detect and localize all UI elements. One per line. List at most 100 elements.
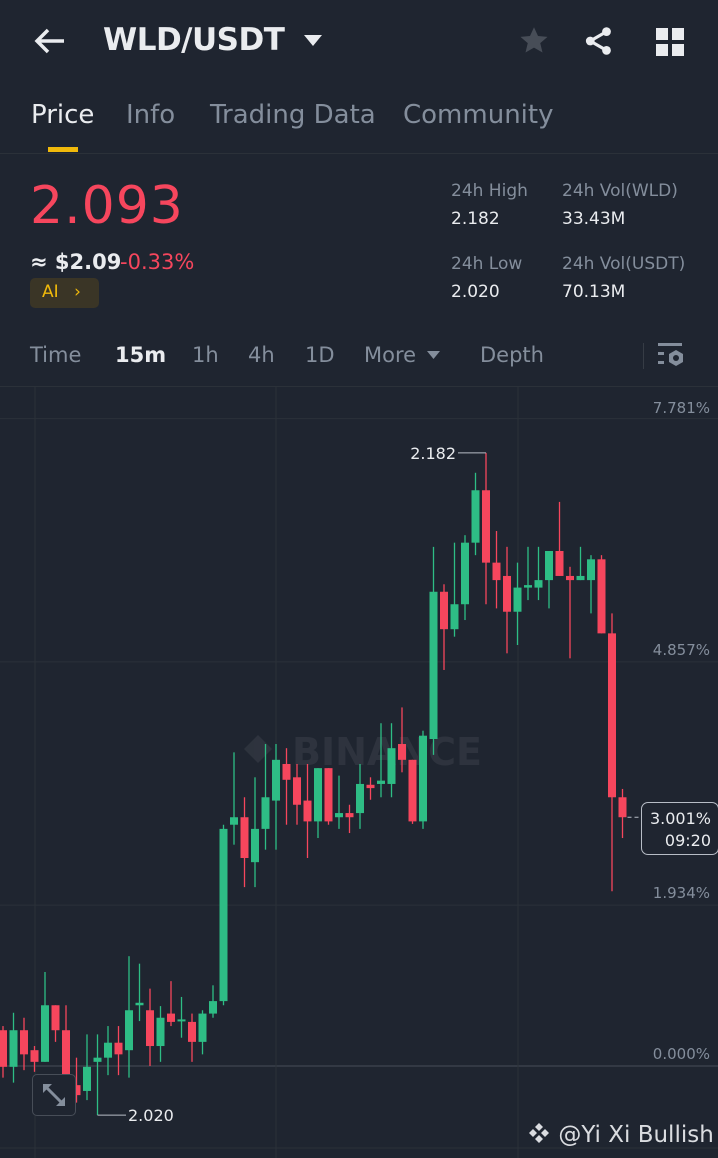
- active-tab-indicator: [48, 147, 78, 152]
- candle-up: [450, 604, 459, 630]
- high-value: 2.182: [451, 209, 500, 229]
- candle-up: [230, 817, 238, 825]
- candle-down: [566, 575, 574, 581]
- candle-up: [429, 591, 438, 740]
- vol-base-value: 33.43M: [562, 209, 626, 229]
- candle-up: [251, 828, 259, 863]
- candle-up: [576, 575, 585, 581]
- candle-up: [9, 1030, 18, 1067]
- low-value: 2.020: [451, 282, 500, 302]
- candle-up: [314, 768, 322, 822]
- candle-up: [471, 490, 480, 543]
- interval-4h[interactable]: 4h: [248, 343, 275, 367]
- candle-up: [335, 813, 343, 818]
- credit-watermark: @Yi Xi Bullish: [527, 1121, 714, 1148]
- interval-1d[interactable]: 1D: [305, 343, 335, 367]
- tab-info[interactable]: Info: [126, 100, 176, 130]
- y-tick-label: 1.934%: [652, 884, 710, 902]
- candle-down: [408, 759, 417, 822]
- candle-up: [93, 1057, 102, 1062]
- candle-down: [240, 817, 249, 858]
- low-label: 24h Low: [451, 254, 523, 274]
- candlestick-chart[interactable]: BINANCE 2.182 2.020: [0, 387, 718, 1158]
- candle-up: [177, 1019, 186, 1022]
- y-tick-label: 4.857%: [652, 641, 710, 659]
- candle-down: [597, 559, 606, 634]
- depth-tab[interactable]: Depth: [480, 343, 544, 367]
- caret-down-icon[interactable]: [304, 35, 322, 47]
- last-price-pct: 3.001%: [649, 809, 711, 828]
- caret-down-icon[interactable]: [427, 351, 440, 360]
- candle-down: [20, 1030, 28, 1055]
- candle-down: [440, 591, 448, 630]
- candle-up: [545, 550, 553, 581]
- candle-up: [534, 580, 543, 588]
- binance-logo-icon: [529, 1123, 549, 1143]
- candle-up: [524, 585, 532, 588]
- candle-down: [324, 768, 333, 822]
- tab-community[interactable]: Community: [403, 100, 554, 130]
- expand-chart-button[interactable]: [32, 1074, 76, 1116]
- divider: [643, 343, 644, 369]
- ai-button[interactable]: AI ›: [30, 278, 99, 308]
- candle-down: [492, 562, 501, 581]
- candle-down: [0, 1030, 7, 1067]
- tab-trading-data[interactable]: Trading Data: [210, 100, 376, 130]
- candle-down: [555, 550, 564, 576]
- chart-settings-icon[interactable]: [658, 343, 686, 369]
- share-icon[interactable]: [584, 26, 614, 56]
- candle-down: [188, 1021, 196, 1042]
- candle-up: [377, 780, 385, 784]
- divider: [0, 153, 718, 154]
- candle-down: [366, 784, 375, 789]
- candle-up: [461, 542, 469, 605]
- candle-down: [282, 763, 291, 780]
- star-icon[interactable]: [518, 26, 550, 56]
- candle-up: [219, 828, 228, 1002]
- expand-icon: [43, 1084, 65, 1106]
- arrow-left-icon[interactable]: [34, 28, 66, 54]
- candle-down: [72, 1085, 81, 1096]
- high-label: 24h High: [451, 181, 528, 201]
- candle-up: [387, 748, 396, 784]
- last-price: 2.093: [30, 176, 184, 236]
- candle-up: [135, 1002, 144, 1006]
- y-tick-label: 0.000%: [652, 1045, 710, 1063]
- candle-down: [293, 777, 301, 805]
- candle-down: [303, 800, 312, 822]
- candle-up: [419, 735, 427, 822]
- interval-1h[interactable]: 1h: [192, 343, 219, 367]
- tab-price[interactable]: Price: [31, 100, 95, 130]
- divider: [0, 386, 718, 387]
- binance-watermark: BINANCE: [244, 730, 482, 774]
- candle-down: [503, 575, 511, 612]
- candle-down: [114, 1042, 123, 1055]
- candle-down: [345, 813, 354, 818]
- chevron-right-icon: ›: [74, 282, 81, 302]
- grid-icon[interactable]: [656, 28, 684, 56]
- interval-more[interactable]: More: [364, 343, 417, 367]
- vol-quote-value: 70.13M: [562, 282, 626, 302]
- interval-15m[interactable]: 15m: [115, 343, 167, 367]
- candle-down: [62, 1030, 70, 1091]
- credit-text: @Yi Xi Bullish: [558, 1122, 714, 1148]
- candle-up: [41, 1005, 49, 1062]
- pair-title[interactable]: WLD/USDT: [103, 22, 285, 58]
- candle-up: [513, 587, 522, 612]
- candle-up: [356, 783, 364, 814]
- ai-label: AI: [42, 282, 59, 302]
- candle-countdown: 09:20: [664, 831, 711, 850]
- candle-down: [482, 490, 490, 563]
- interval-time[interactable]: Time: [30, 343, 82, 367]
- candle-down: [167, 1013, 175, 1022]
- candle-up: [587, 559, 595, 581]
- candle-up: [261, 797, 270, 829]
- candle-up: [125, 1010, 133, 1051]
- last-price-tag: 3.001% 09:20: [641, 802, 718, 855]
- candle-down: [618, 797, 627, 818]
- candle-up: [156, 1017, 165, 1047]
- candle-up: [272, 759, 280, 801]
- candle-up: [209, 1001, 217, 1014]
- vol-base-label: 24h Vol(WLD): [562, 181, 678, 201]
- price-change: -0.33%: [120, 250, 195, 274]
